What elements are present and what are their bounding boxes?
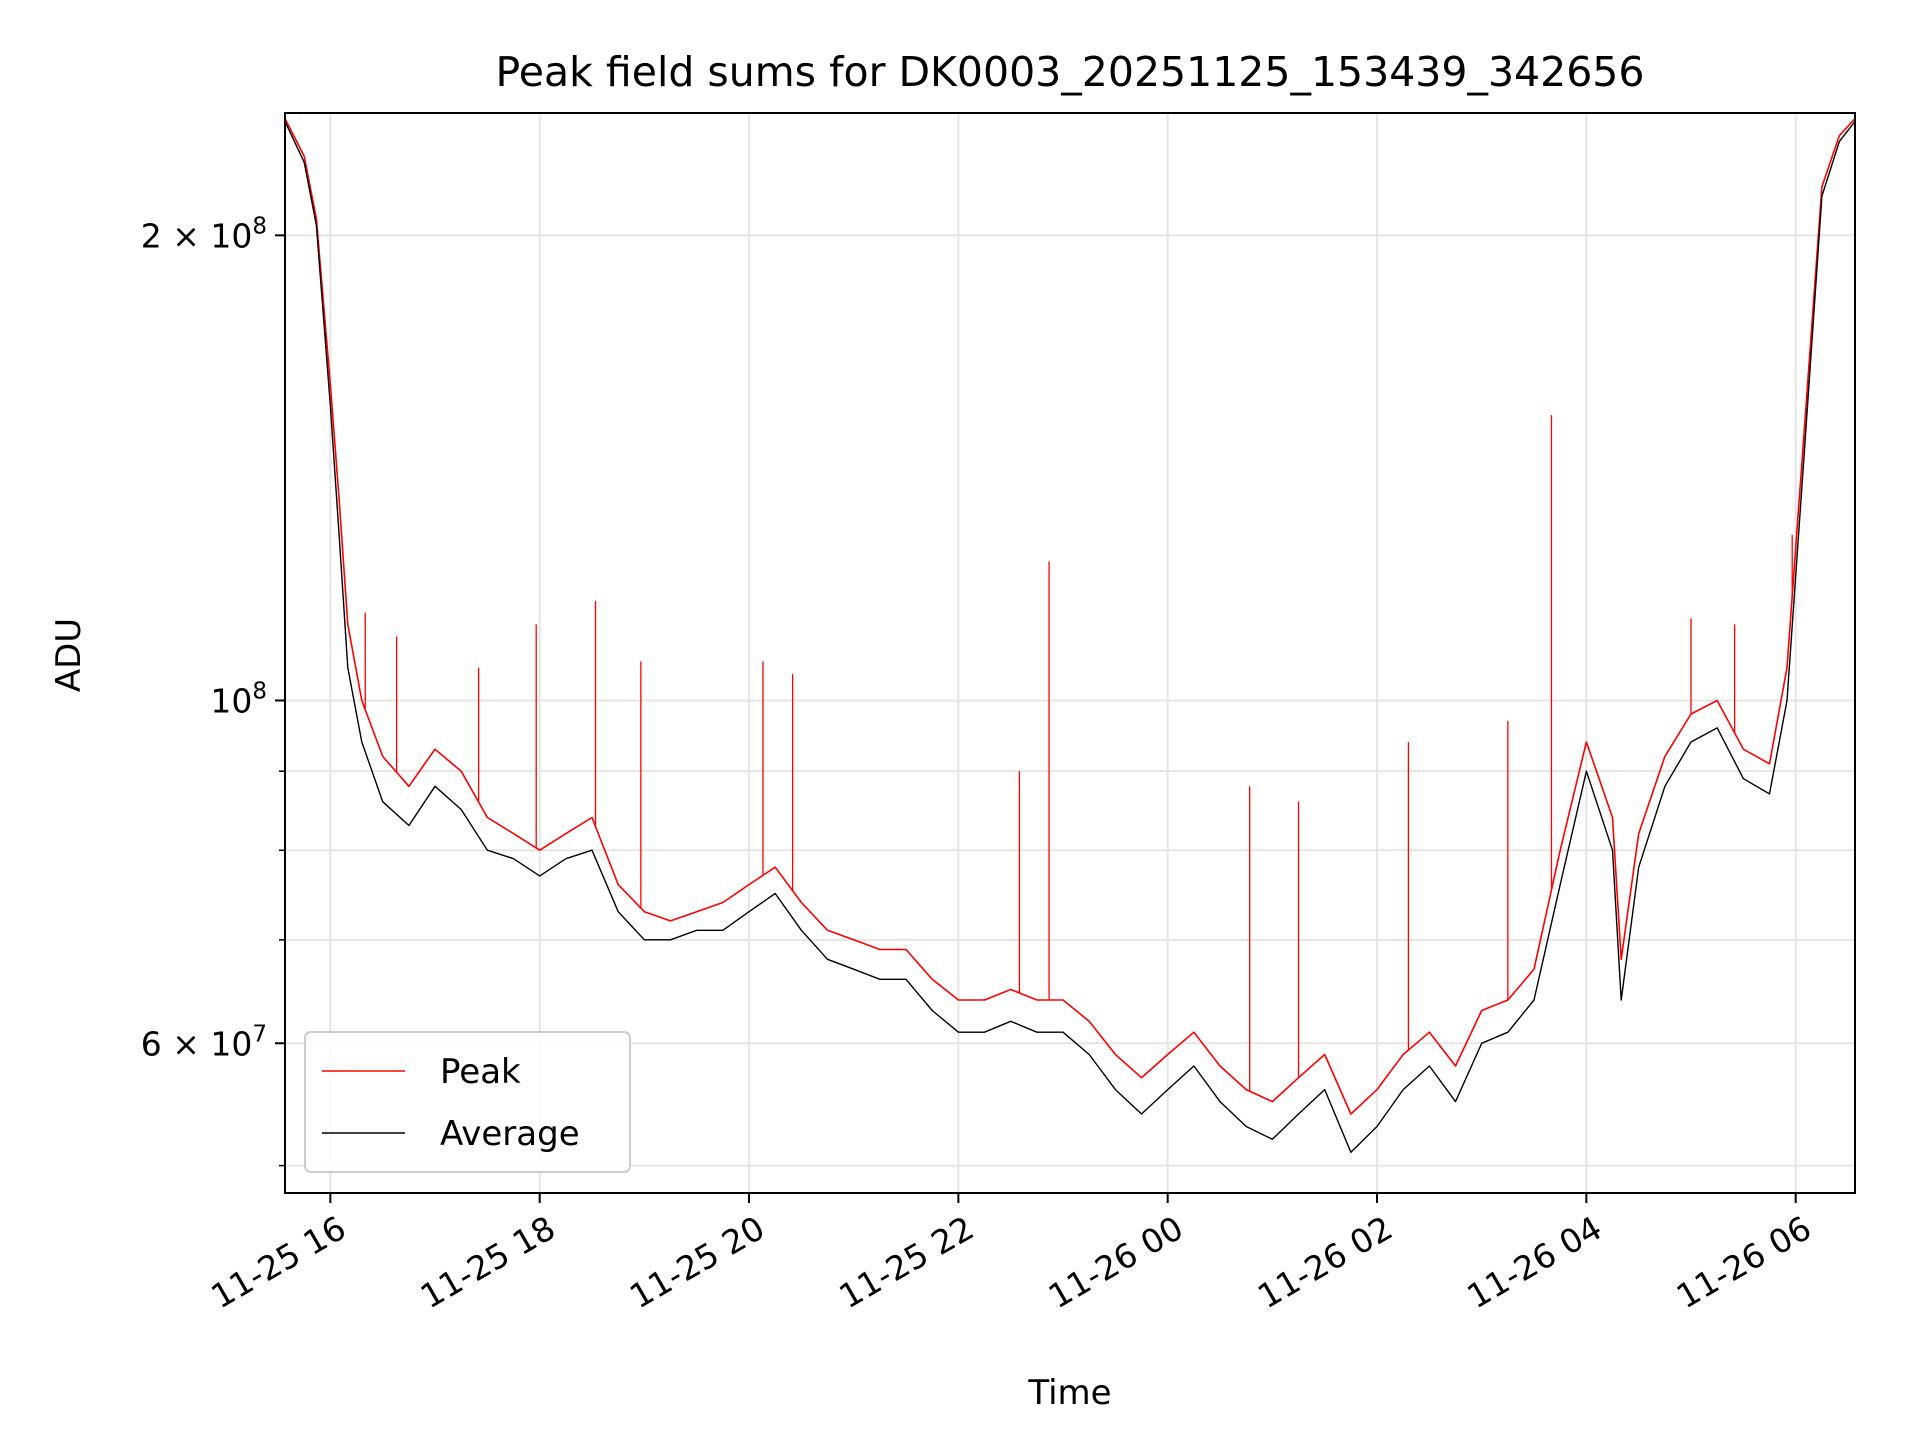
y-tick-label: 108 xyxy=(210,678,267,720)
y-tick-label: 6 × 107 xyxy=(141,1021,267,1063)
y-axis-label: ADU xyxy=(49,618,89,692)
plot-area xyxy=(285,118,1855,1153)
axes-frame xyxy=(284,112,1856,1194)
legend: Peak Average xyxy=(304,1031,631,1173)
axes xyxy=(284,112,1856,1194)
chart-title: Peak field sums for DK0003_20251125_1534… xyxy=(496,48,1645,96)
average-series xyxy=(285,120,1855,1153)
legend-box xyxy=(304,1031,631,1173)
x-axis-label: Time xyxy=(1027,1373,1111,1413)
legend-peak-label: Peak xyxy=(440,1052,521,1092)
y-tick-label: 2 × 108 xyxy=(141,213,267,255)
legend-average-label: Average xyxy=(440,1114,580,1154)
peak-series xyxy=(285,118,1855,1115)
